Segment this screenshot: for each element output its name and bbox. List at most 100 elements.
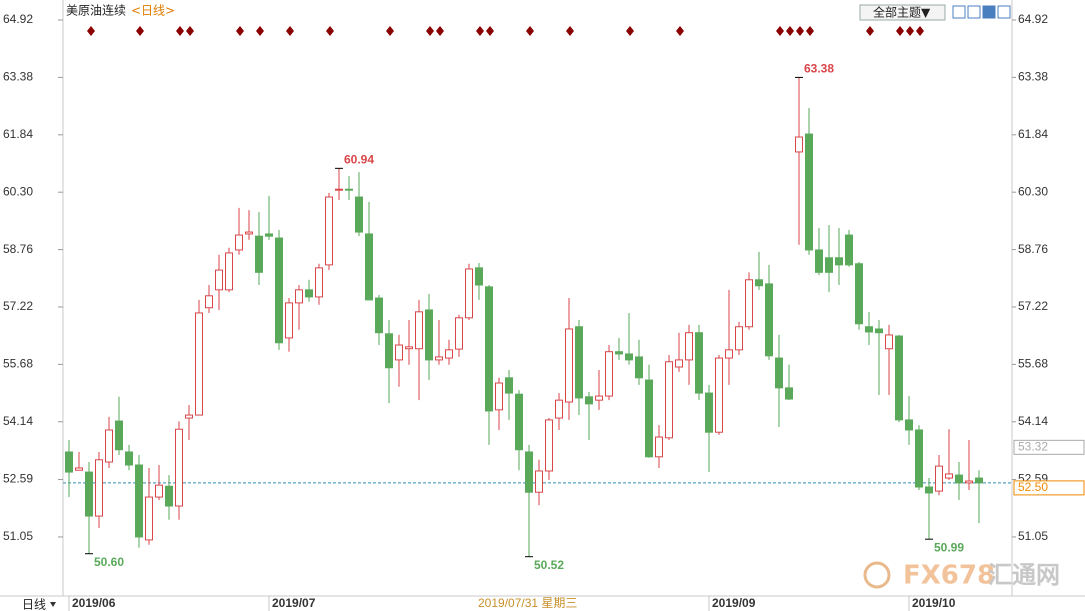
candle-body bbox=[945, 473, 953, 479]
dropdown-arrow[interactable] bbox=[50, 602, 56, 607]
watermark-name: 汇通网 bbox=[988, 561, 1060, 589]
tool-icon[interactable] bbox=[982, 5, 996, 19]
event-marker bbox=[436, 26, 444, 36]
y-tick-label: 57.22 bbox=[3, 299, 33, 313]
candle-body bbox=[785, 387, 793, 400]
y2-tick-label: 54.14 bbox=[1018, 414, 1048, 428]
event-marker bbox=[806, 26, 814, 36]
high-label: 63.38 bbox=[804, 62, 834, 76]
event-marker bbox=[87, 26, 95, 36]
y-tick-label: 52.59 bbox=[3, 472, 33, 486]
candle-body bbox=[145, 496, 153, 541]
candle-body bbox=[185, 414, 193, 419]
candle-body bbox=[885, 334, 893, 350]
candle-body bbox=[575, 326, 583, 399]
candle-body bbox=[355, 196, 363, 233]
candle-body bbox=[865, 326, 873, 333]
candle-body bbox=[725, 349, 733, 359]
y2-tick-label: 64.92 bbox=[1018, 12, 1048, 26]
candle-body bbox=[585, 396, 593, 405]
period-label: <日线> bbox=[131, 4, 175, 18]
candle-body bbox=[845, 234, 853, 266]
y-tick-label: 63.38 bbox=[3, 70, 33, 84]
candle-body bbox=[365, 233, 373, 301]
candle-body bbox=[415, 311, 423, 350]
event-marker bbox=[866, 26, 874, 36]
y2-tick-label: 55.68 bbox=[1018, 357, 1048, 371]
candle-body bbox=[905, 419, 913, 431]
candle-body bbox=[565, 328, 573, 403]
candle-body bbox=[215, 269, 223, 291]
candle-body bbox=[175, 428, 183, 507]
candle-body bbox=[275, 237, 283, 344]
y2-tick-label: 58.76 bbox=[1018, 242, 1048, 256]
candle-body bbox=[535, 470, 543, 493]
event-marker bbox=[186, 26, 194, 36]
y2-tick-label: 61.84 bbox=[1018, 127, 1048, 141]
candle-body bbox=[295, 289, 303, 304]
candle-body bbox=[655, 436, 663, 458]
x-tick-label: 2019/09 bbox=[712, 596, 756, 610]
event-marker bbox=[796, 26, 804, 36]
event-marker bbox=[256, 26, 264, 36]
low-label: 50.60 bbox=[94, 555, 124, 569]
candle-body bbox=[835, 257, 843, 266]
candle-body bbox=[315, 267, 323, 298]
watermark-brand: FX678 bbox=[903, 561, 995, 591]
candle-body bbox=[665, 361, 673, 439]
price-marker-label: 52.50 bbox=[1018, 480, 1048, 494]
candle-body bbox=[795, 136, 803, 153]
candle-body bbox=[965, 480, 973, 484]
low-label: 50.99 bbox=[934, 540, 964, 554]
candle-body bbox=[495, 382, 503, 411]
candle-body bbox=[245, 231, 253, 235]
candle-body bbox=[305, 289, 313, 298]
candle-body bbox=[595, 395, 603, 401]
candle-body bbox=[75, 467, 83, 471]
candle-body bbox=[505, 377, 513, 394]
candle-body bbox=[685, 332, 693, 361]
candle-body bbox=[545, 419, 553, 472]
candle-body bbox=[635, 356, 643, 379]
candle-body bbox=[675, 359, 683, 368]
candle-body bbox=[815, 249, 823, 273]
event-marker bbox=[426, 26, 434, 36]
theme-button-label[interactable]: 全部主题▼ bbox=[873, 5, 931, 20]
candle-body bbox=[925, 486, 933, 494]
theme-button[interactable] bbox=[859, 4, 946, 21]
candle-body bbox=[805, 133, 813, 251]
candle-body bbox=[515, 393, 523, 451]
candle-body bbox=[915, 429, 923, 488]
candle-body bbox=[395, 344, 403, 361]
tool-icon[interactable] bbox=[997, 5, 1011, 19]
tool-icon[interactable] bbox=[967, 5, 981, 19]
candle-body bbox=[255, 235, 263, 273]
event-marker bbox=[136, 26, 144, 36]
y-tick-label: 64.92 bbox=[3, 12, 33, 26]
price-marker-box bbox=[1013, 480, 1085, 496]
period-selector[interactable]: 日线 bbox=[22, 598, 46, 611]
event-marker bbox=[776, 26, 784, 36]
candle-body bbox=[335, 188, 343, 191]
candle-body bbox=[375, 297, 383, 334]
candle-body bbox=[465, 268, 473, 319]
x-tick-label: 2019/07 bbox=[272, 596, 316, 610]
candle-body bbox=[755, 279, 763, 287]
x-tick-label: 2019/10 bbox=[912, 596, 956, 610]
candle-body bbox=[715, 357, 723, 433]
y-tick-label: 61.84 bbox=[3, 127, 33, 141]
candle-body bbox=[385, 333, 393, 369]
tool-icon[interactable] bbox=[952, 5, 966, 19]
price-marker-label: 53.32 bbox=[1018, 440, 1048, 454]
candle-body bbox=[935, 465, 943, 492]
event-marker bbox=[326, 26, 334, 36]
candle-body bbox=[85, 471, 93, 517]
event-marker bbox=[476, 26, 484, 36]
candle-body bbox=[975, 477, 983, 484]
candle-body bbox=[475, 267, 483, 286]
event-marker bbox=[626, 26, 634, 36]
cursor-label-box bbox=[476, 597, 596, 611]
candle-body bbox=[155, 484, 163, 498]
